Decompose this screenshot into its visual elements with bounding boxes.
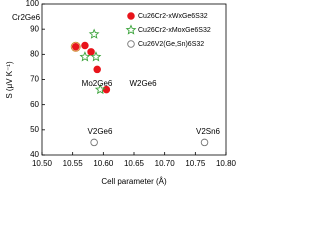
- x-tick-label: 10.65: [124, 159, 145, 168]
- annotation: Cr2Ge6: [12, 13, 41, 22]
- y-tick-label: 90: [30, 24, 39, 33]
- point: [90, 51, 102, 62]
- x-axis-label: Cell parameter (Å): [101, 177, 167, 186]
- y-tick-label: 80: [30, 49, 39, 58]
- x-tick-label: 10.70: [155, 159, 176, 168]
- y-tick-label: 100: [26, 0, 40, 8]
- point: [90, 138, 98, 147]
- legend-marker: [125, 24, 137, 35]
- legend-marker: [127, 40, 135, 48]
- x-tick-label: 10.75: [185, 159, 206, 168]
- legend-label: Cu26V2(Ge,Sn)6S32: [138, 41, 204, 48]
- legend-label: Cu26Cr2-xMoxGe6S32: [138, 27, 211, 34]
- point: [71, 43, 80, 51]
- annotation: Mo2Ge6: [82, 79, 113, 88]
- annotation: V2Ge6: [88, 127, 113, 136]
- legend-marker: [127, 12, 135, 20]
- x-tick-label: 10.50: [32, 159, 53, 168]
- point: [87, 48, 95, 56]
- point: [79, 51, 91, 62]
- x-tick-label: 10.60: [93, 159, 114, 168]
- x-tick-label: 10.80: [216, 159, 237, 168]
- annotation: W2Ge6: [129, 79, 157, 88]
- point: [88, 28, 100, 39]
- y-tick-label: 70: [30, 75, 39, 84]
- point: [94, 83, 106, 95]
- legend-box: [122, 9, 225, 55]
- annotation: V2Sn6: [196, 127, 221, 136]
- point: [81, 41, 89, 50]
- y-axis-label: S (μV K⁻¹): [5, 61, 14, 99]
- y-tick-label: 60: [30, 100, 39, 109]
- y-tick-label: 50: [30, 125, 39, 134]
- x-tick-label: 10.55: [63, 159, 84, 168]
- y-tick-label: 40: [30, 150, 39, 159]
- legend-label: Cu26Cr2-xWxGe6S32: [138, 13, 208, 20]
- point: [200, 138, 209, 147]
- chart: Cell parameter (Å) S (μV K⁻¹) 10.50 10.55…: [5, 0, 237, 186]
- point: [93, 65, 101, 74]
- highlight-ring: [70, 41, 81, 52]
